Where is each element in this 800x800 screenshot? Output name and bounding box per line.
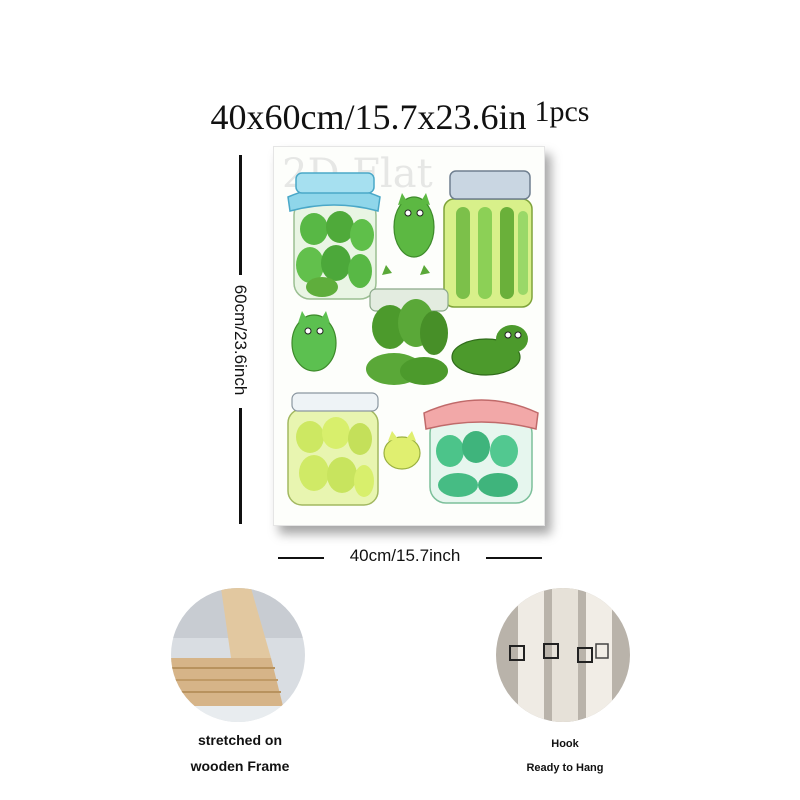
width-label: 40cm/15.7inch <box>349 546 461 565</box>
height-line-bottom <box>239 408 242 524</box>
cat-pickle-pile <box>366 265 449 385</box>
pink-lid-jar <box>423 399 539 504</box>
size-title: 40x60cm/15.7x23.6in 1pcs <box>0 95 800 138</box>
height-line-top <box>239 155 242 275</box>
hook-photo <box>496 588 630 722</box>
frame-caption-line1: stretched on <box>197 732 282 748</box>
hook-caption-line2: Ready to Hang <box>526 762 604 774</box>
width-line-left <box>278 557 324 559</box>
hook-caption-line1: Hook <box>551 738 579 750</box>
striped-pickle-jar <box>443 170 533 308</box>
poster-artwork: 2D Flat <box>273 146 545 526</box>
cat-pickle-top <box>393 193 435 258</box>
pickle-cat-jars-illustration: 2D Flat <box>282 151 539 506</box>
quantity-text: 1pcs <box>534 95 590 128</box>
cat-pickle-lying <box>451 325 528 376</box>
wooden-frame-photo <box>171 588 305 722</box>
cat-pickle-left <box>291 311 337 372</box>
size-text: 40x60cm/15.7x23.6in <box>210 97 527 137</box>
frame-caption-line2: wooden Frame <box>190 758 290 774</box>
light-green-jar <box>287 392 379 506</box>
height-label: 60cm/23.6inch <box>231 284 250 396</box>
blue-lid-jar <box>287 172 381 300</box>
width-line-right <box>486 557 542 559</box>
cat-pickle-small <box>383 431 421 470</box>
